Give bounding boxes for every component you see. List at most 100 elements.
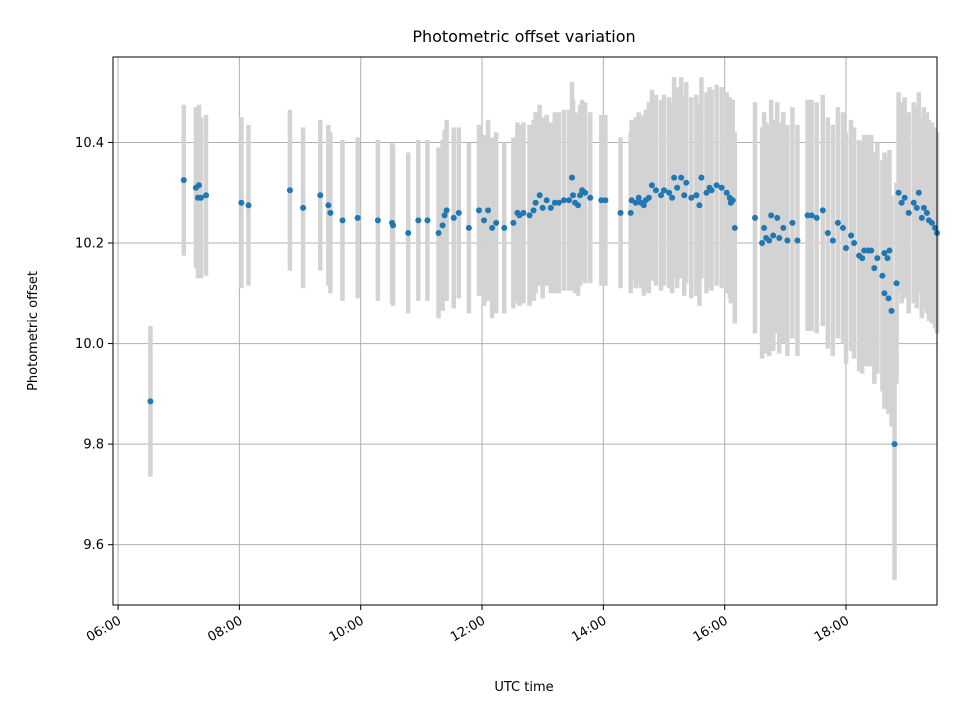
- data-point: [560, 197, 567, 204]
- data-point: [450, 214, 457, 221]
- data-point: [481, 217, 488, 224]
- data-point: [871, 265, 878, 272]
- data-point: [752, 214, 759, 221]
- data-point: [405, 229, 412, 236]
- data-point: [543, 197, 550, 204]
- data-point: [718, 184, 725, 191]
- data-point: [485, 207, 492, 214]
- data-point: [731, 224, 738, 231]
- data-point: [327, 209, 334, 216]
- data-point: [666, 189, 673, 196]
- data-point: [913, 204, 920, 211]
- data-point: [829, 237, 836, 244]
- data-point: [577, 192, 584, 199]
- data-point: [923, 209, 930, 216]
- data-point: [526, 212, 533, 219]
- data-point: [147, 398, 154, 405]
- data-point: [602, 197, 609, 204]
- data-point: [881, 250, 888, 257]
- data-point: [693, 192, 700, 199]
- data-point: [203, 192, 210, 199]
- data-point: [859, 255, 866, 262]
- data-point: [354, 214, 361, 221]
- data-point: [582, 189, 589, 196]
- plot-frame: [112, 56, 938, 606]
- data-point: [843, 245, 850, 252]
- data-point: [627, 209, 634, 216]
- data-point: [455, 209, 462, 216]
- data-point: [532, 199, 539, 206]
- data-point: [640, 202, 647, 209]
- data-point: [839, 224, 846, 231]
- data-point: [761, 224, 768, 231]
- data-point: [893, 280, 900, 287]
- data-point: [245, 202, 252, 209]
- data-point: [374, 217, 381, 224]
- data-point: [698, 174, 705, 181]
- data-point: [808, 212, 815, 219]
- data-point: [441, 212, 448, 219]
- data-point: [920, 204, 927, 211]
- data-point: [565, 197, 572, 204]
- y-tick-label: 9.6: [83, 538, 104, 553]
- data-point: [617, 209, 624, 216]
- data-point: [848, 232, 855, 239]
- data-point: [794, 237, 801, 244]
- data-point: [489, 224, 496, 231]
- data-point: [325, 202, 332, 209]
- data-point: [703, 189, 710, 196]
- data-point: [195, 182, 202, 189]
- data-point: [632, 199, 639, 206]
- y-axis: 9.6 9.8 10.0 10.2 10.4: [75, 136, 113, 553]
- data-point: [784, 237, 791, 244]
- data-point: [888, 307, 895, 314]
- data-point: [570, 192, 577, 199]
- data-point: [776, 234, 783, 241]
- data-point: [905, 209, 912, 216]
- data-point: [317, 192, 324, 199]
- data-point: [415, 217, 422, 224]
- data-point: [881, 290, 888, 297]
- data-point: [674, 184, 681, 191]
- data-point: [910, 199, 917, 206]
- data-point: [696, 202, 703, 209]
- data-point: [928, 219, 935, 226]
- data-point: [681, 192, 688, 199]
- data-points: [147, 174, 940, 448]
- data-point: [713, 182, 720, 189]
- data-point: [435, 229, 442, 236]
- data-point: [390, 222, 397, 229]
- data-point: [885, 295, 892, 302]
- data-point: [443, 207, 450, 214]
- data-point: [834, 219, 841, 226]
- y-tick-label: 9.8: [83, 438, 104, 453]
- y-tick-label: 10.2: [75, 237, 104, 252]
- data-point: [493, 219, 500, 226]
- data-point: [439, 222, 446, 229]
- data-point: [569, 174, 576, 181]
- data-point: [891, 441, 898, 448]
- data-point: [708, 187, 715, 194]
- y-axis-label: Photometric offset: [26, 271, 41, 391]
- data-point: [774, 214, 781, 221]
- data-point: [238, 199, 245, 206]
- data-point: [915, 189, 922, 196]
- data-point: [575, 202, 582, 209]
- data-point: [547, 204, 554, 211]
- data-point: [759, 240, 766, 247]
- x-axis-label: UTC time: [494, 680, 553, 695]
- data-point: [520, 209, 527, 216]
- data-point: [898, 199, 905, 206]
- data-point: [851, 240, 858, 247]
- data-point: [931, 224, 938, 231]
- data-point: [587, 194, 594, 201]
- data-point: [645, 194, 652, 201]
- data-point: [339, 217, 346, 224]
- data-point: [536, 192, 543, 199]
- data-point: [766, 237, 773, 244]
- data-point: [652, 187, 659, 194]
- data-point: [648, 182, 655, 189]
- data-point: [895, 189, 902, 196]
- data-point: [729, 197, 736, 204]
